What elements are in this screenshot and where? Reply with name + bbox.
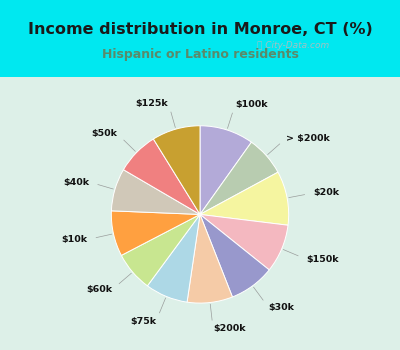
Text: $100k: $100k [235,100,268,109]
Wedge shape [200,172,289,225]
Text: Income distribution in Monroe, CT (%): Income distribution in Monroe, CT (%) [28,22,372,37]
Wedge shape [200,126,252,215]
Text: $150k: $150k [306,255,339,264]
Text: $125k: $125k [136,99,168,108]
Wedge shape [187,215,232,303]
Wedge shape [111,211,200,256]
Text: Ⓢ City-Data.com: Ⓢ City-Data.com [257,41,329,50]
Text: $40k: $40k [63,177,89,187]
Wedge shape [124,139,200,215]
Text: $20k: $20k [313,189,339,197]
Text: > $200k: > $200k [286,134,330,142]
Text: $30k: $30k [268,303,294,312]
Wedge shape [121,215,200,286]
Wedge shape [112,170,200,215]
Text: Hispanic or Latino residents: Hispanic or Latino residents [102,48,298,61]
Wedge shape [153,126,200,215]
Wedge shape [148,215,200,302]
Wedge shape [200,142,278,215]
Wedge shape [200,215,269,297]
Text: $60k: $60k [86,285,112,294]
Text: $50k: $50k [92,130,118,139]
Text: $10k: $10k [61,235,88,244]
Text: $200k: $200k [213,324,246,334]
Wedge shape [200,215,288,270]
Text: $75k: $75k [130,316,156,326]
